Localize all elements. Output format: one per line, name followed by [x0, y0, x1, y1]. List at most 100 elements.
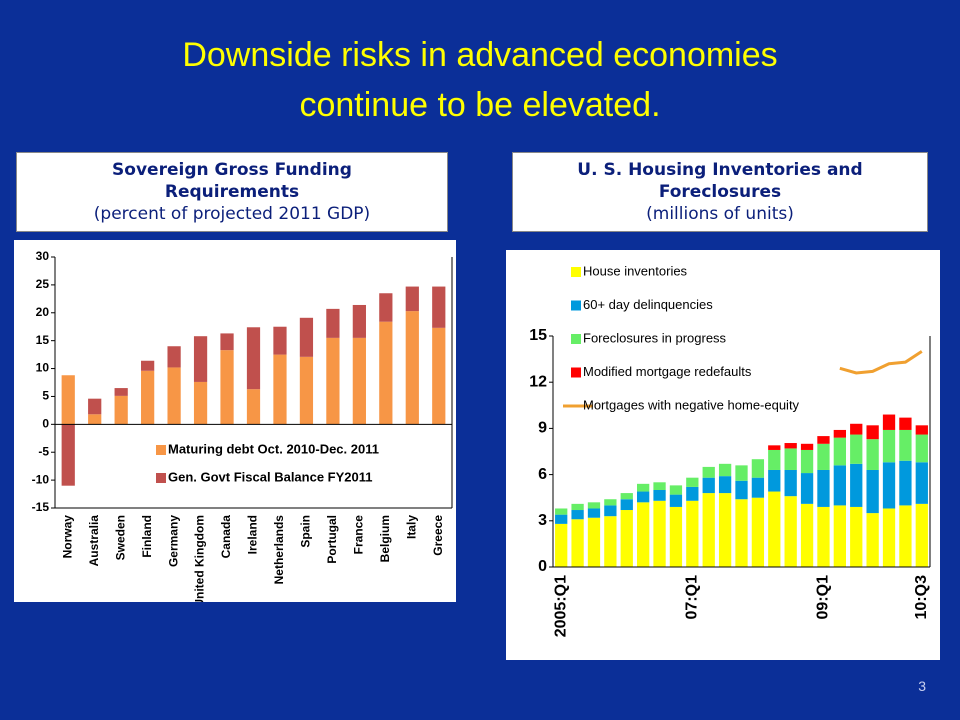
x-tick-label: United Kingdom — [193, 515, 207, 602]
bar — [220, 333, 234, 351]
bar — [768, 469, 781, 492]
bar — [915, 503, 928, 567]
x-tick-label: 2005:Q1 — [552, 575, 569, 637]
x-tick-label: Netherlands — [272, 515, 286, 585]
bar — [653, 500, 666, 567]
x-tick-label: Italy — [404, 515, 418, 539]
bar — [379, 293, 393, 322]
bar — [141, 370, 155, 425]
bar — [587, 502, 601, 509]
x-tick-label: Finland — [140, 515, 154, 558]
bar — [735, 499, 748, 567]
bar — [718, 476, 732, 494]
bar — [833, 465, 846, 506]
bar — [620, 499, 633, 511]
chart-title: Sovereign Gross Funding Requirements — [112, 160, 352, 202]
x-tick-label: Canada — [219, 515, 233, 559]
legend-swatch — [571, 367, 581, 378]
x-tick-label: Spain — [299, 515, 313, 548]
bar — [751, 477, 765, 498]
bar — [669, 485, 683, 495]
bar — [702, 466, 715, 478]
y-tick-label: 15 — [529, 327, 547, 344]
bar — [686, 477, 699, 487]
bar — [784, 443, 797, 449]
chart-title-box: Sovereign Gross Funding Requirements (pe… — [16, 152, 448, 232]
bar — [915, 462, 928, 504]
bar — [768, 445, 781, 450]
legend-swatch — [156, 473, 166, 483]
bar — [604, 505, 617, 517]
bar — [167, 346, 181, 368]
legend-label: Modified mortgage redefaults — [583, 364, 752, 379]
bar — [571, 519, 584, 567]
bar — [899, 460, 912, 506]
bar — [866, 469, 879, 514]
bar — [800, 449, 814, 474]
y-tick-label: 20 — [36, 305, 50, 319]
bar — [220, 350, 234, 425]
bar — [882, 508, 896, 567]
x-tick-label: Ireland — [246, 515, 260, 554]
chart: -15 -10 -5 0 5 10 15 20 25 30 Norway Australia Swede… — [14, 240, 456, 602]
chart-subtitle: (percent of projected 2011 GDP) — [93, 204, 371, 224]
bar — [800, 473, 814, 504]
bar — [850, 434, 863, 464]
bar — [246, 327, 261, 390]
bar — [686, 486, 699, 501]
bar — [768, 449, 781, 470]
bar — [637, 502, 650, 567]
legend-label: House inventories — [583, 263, 688, 278]
bar — [850, 506, 863, 567]
bar — [299, 356, 314, 425]
bar — [800, 443, 814, 450]
bar — [352, 337, 366, 425]
bar — [833, 437, 846, 466]
bar — [88, 414, 102, 425]
y-tick-label: 9 — [538, 420, 547, 437]
bar — [850, 463, 863, 507]
y-tick-label: 3 — [538, 512, 547, 529]
bar — [61, 424, 75, 486]
bar — [653, 490, 666, 501]
legend-swatch — [571, 300, 581, 311]
x-tick-label: Portugal — [325, 515, 339, 564]
bar — [637, 491, 650, 503]
legend-label: 60+ day delinquencies — [583, 297, 713, 312]
bar — [405, 311, 419, 425]
y-tick-label: 12 — [529, 373, 547, 390]
y-tick-label: 15 — [36, 333, 50, 347]
x-tick-label: Norway — [60, 515, 74, 559]
chart-title-box: U. S. Housing Inventories and Foreclosur… — [512, 152, 928, 232]
bar — [751, 497, 765, 567]
bar — [620, 493, 633, 500]
bar — [784, 496, 797, 567]
y-tick-label: -5 — [38, 444, 49, 458]
bar — [246, 389, 261, 425]
bar — [833, 505, 846, 567]
bar — [326, 308, 340, 338]
legend-swatch — [571, 334, 581, 344]
x-tick-label: Australia — [87, 515, 101, 567]
y-tick-label: 5 — [42, 389, 49, 403]
bar — [587, 517, 601, 567]
x-tick-label: 10:Q3 — [913, 575, 930, 620]
line — [839, 350, 923, 375]
bar — [735, 480, 748, 500]
bar — [326, 337, 340, 425]
bar — [620, 510, 633, 567]
page-number: 3 — [918, 678, 926, 694]
bar — [379, 321, 393, 425]
y-tick-label: 6 — [538, 466, 547, 483]
bar — [405, 286, 419, 312]
legend-swatch — [156, 445, 166, 455]
bar — [555, 514, 568, 524]
bar — [915, 434, 928, 463]
y-tick-label: -10 — [32, 472, 50, 486]
bar — [193, 336, 208, 382]
legend-swatch — [571, 267, 581, 277]
bar — [866, 439, 879, 470]
y-tick-label: 0 — [538, 558, 547, 575]
bar — [193, 381, 208, 425]
bar — [899, 505, 912, 567]
